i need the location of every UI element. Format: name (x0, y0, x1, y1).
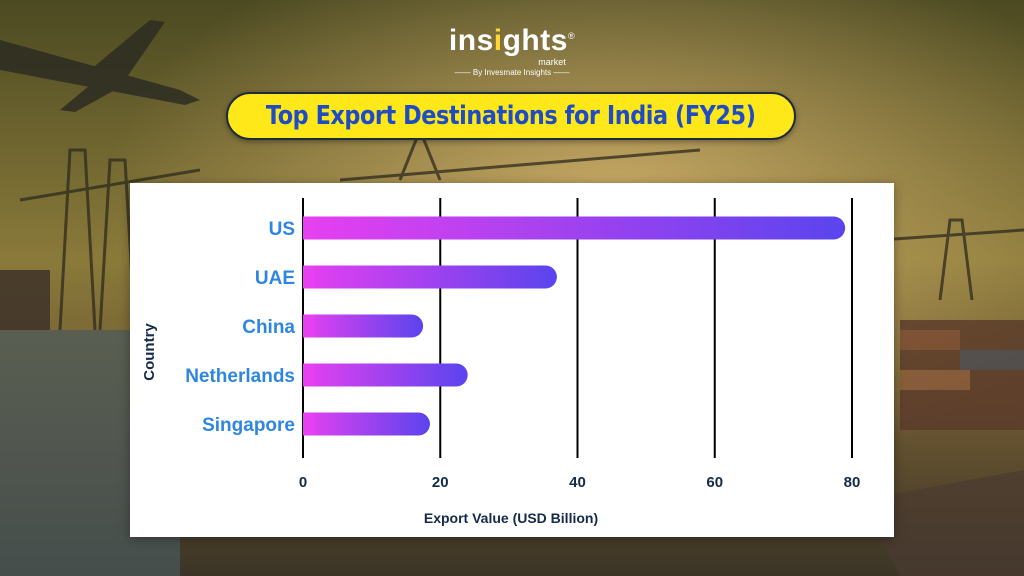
x-tick-label: 60 (706, 474, 723, 491)
bar (303, 216, 846, 240)
x-tick-label: 0 (299, 474, 307, 491)
chart-card: US UAE China Netherlands Singapore 0 20 40 60 80… (130, 183, 894, 537)
category-label: Netherlands (185, 366, 295, 387)
bar (303, 265, 557, 289)
chart-title: Top Export Destinations for India (FY25) (266, 101, 756, 131)
bar (303, 363, 468, 387)
x-tick-label: 20 (432, 474, 449, 491)
brand-by-line: —— By Invesmate Insights —— (454, 68, 570, 77)
bar-chart: US UAE China Netherlands Singapore 0 20 40 60 80… (141, 198, 861, 526)
y-axis-title: Country (141, 323, 158, 381)
bar-left-cap (303, 363, 315, 387)
brand-logo: insights® market —— By Invesmate Insight… (0, 20, 1024, 79)
category-label: China (242, 317, 295, 338)
bar (303, 314, 424, 338)
category-label: US (269, 219, 295, 240)
bar-left-cap (303, 265, 315, 289)
brand-sub: market (538, 57, 566, 67)
brand-name: insights® (448, 24, 576, 57)
bar-left-cap (303, 412, 315, 436)
bar-left-cap (303, 314, 315, 338)
bars (303, 216, 846, 436)
category-label: UAE (255, 268, 295, 289)
bar (303, 412, 430, 436)
chart-title-banner: Top Export Destinations for India (FY25) (226, 92, 796, 140)
category-label: Singapore (202, 415, 295, 436)
x-tick-labels: 0 20 40 60 80 (299, 474, 861, 491)
x-tick-label: 80 (844, 474, 861, 491)
x-tick-label: 40 (569, 474, 586, 491)
category-labels: US UAE China Netherlands Singapore (185, 219, 295, 436)
bar-left-cap (303, 216, 315, 240)
x-axis-title: Export Value (USD Billion) (424, 510, 598, 526)
